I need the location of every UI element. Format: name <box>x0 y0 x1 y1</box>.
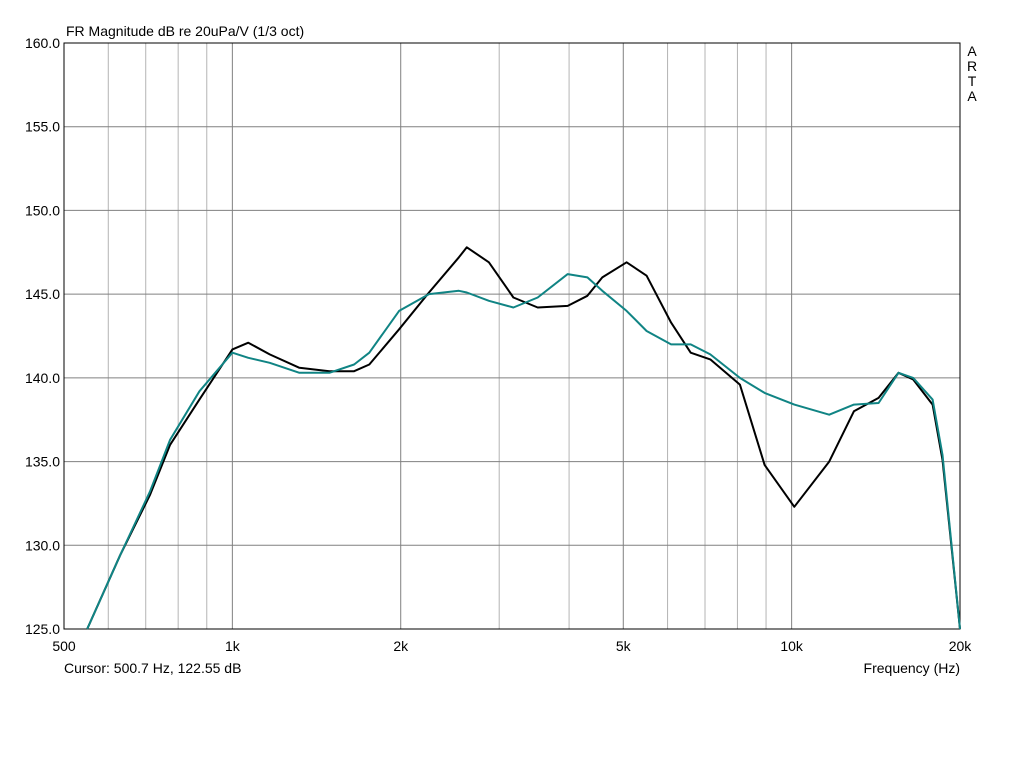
watermark: ARTA <box>964 43 980 103</box>
y-tick-label: 155.0 <box>25 119 60 135</box>
y-tick-label: 125.0 <box>25 621 60 637</box>
x-axis-label: Frequency (Hz) <box>864 660 960 676</box>
series-line <box>86 273 961 630</box>
x-tick-label: 1k <box>225 638 241 654</box>
y-tick-label: 135.0 <box>25 454 60 470</box>
x-tick-label: 20k <box>949 638 973 654</box>
y-tick-label: 130.0 <box>25 537 60 553</box>
x-tick-label: 500 <box>52 638 76 654</box>
series-line <box>86 246 961 630</box>
y-tick-label: 140.0 <box>25 370 60 386</box>
plot-frame <box>63 42 961 630</box>
x-tick-label: 10k <box>780 638 804 654</box>
y-tick-label: 145.0 <box>25 286 60 302</box>
cursor-readout: Cursor: 500.7 Hz, 122.55 dB <box>64 660 241 676</box>
x-tick-label: 2k <box>393 638 409 654</box>
y-tick-label: 150.0 <box>25 202 60 218</box>
y-tick-label: 160.0 <box>25 35 60 51</box>
x-tick-label: 5k <box>616 638 632 654</box>
chart-title: FR Magnitude dB re 20uPa/V (1/3 oct) <box>66 23 304 39</box>
